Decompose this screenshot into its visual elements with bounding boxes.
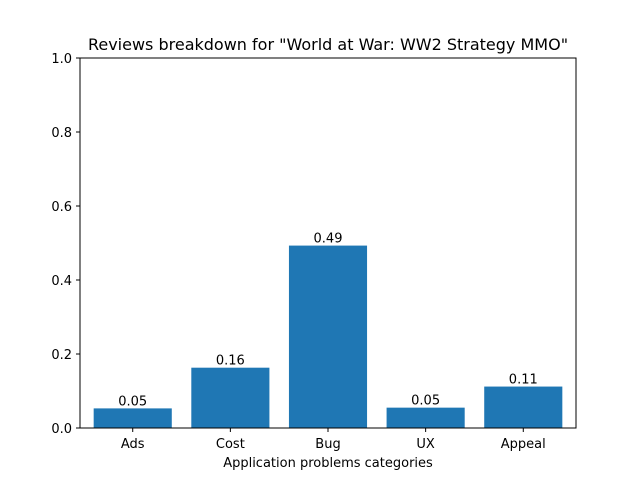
data-label-ux: 0.05 xyxy=(411,394,440,409)
data-label-bug: 0.49 xyxy=(314,232,343,247)
bar-ads xyxy=(93,408,172,428)
data-label-ads: 0.05 xyxy=(118,394,147,409)
x-tick-label: Bug xyxy=(315,437,340,452)
y-tick-label: 0.8 xyxy=(51,126,72,141)
bars-group xyxy=(93,245,563,428)
y-axis: 0.0 0.2 0.4 0.6 0.8 1.0 xyxy=(51,52,80,437)
data-label-appeal: 0.11 xyxy=(509,373,538,388)
y-tick-label: 0.0 xyxy=(51,422,72,437)
bar-appeal xyxy=(484,386,563,428)
x-axis: Ads Cost Bug UX Appeal xyxy=(121,428,546,452)
y-tick-label: 0.4 xyxy=(51,274,72,289)
x-tick-label: Ads xyxy=(121,437,145,452)
data-label-cost: 0.16 xyxy=(216,354,245,369)
bar-cost xyxy=(191,367,270,428)
x-tick-label: UX xyxy=(416,437,435,452)
x-tick-label: Appeal xyxy=(501,437,546,452)
x-tick-label: Cost xyxy=(216,437,245,452)
chart-title: Reviews breakdown for "World at War: WW2… xyxy=(88,35,568,54)
y-tick-label: 0.2 xyxy=(51,348,72,363)
y-tick-label: 0.6 xyxy=(51,200,72,215)
bar-bug xyxy=(288,245,368,428)
y-tick-label: 1.0 xyxy=(51,52,72,67)
x-axis-label: Application problems categories xyxy=(223,456,433,471)
bar-ux xyxy=(386,407,465,428)
data-labels-group: 0.05 0.16 0.49 0.05 0.11 xyxy=(118,232,538,410)
